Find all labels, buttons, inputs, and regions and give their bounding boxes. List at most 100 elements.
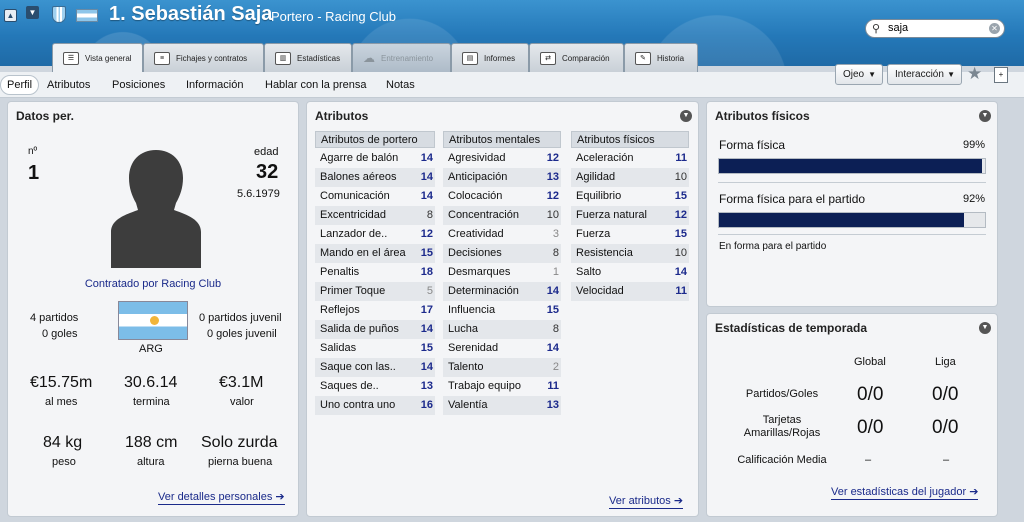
attribute-value: 14 (420, 323, 433, 335)
ojeo-label: Ojeo (843, 69, 865, 80)
attribute-column-header: Atributos de portero (315, 131, 435, 148)
player-silhouette-icon (111, 150, 201, 268)
attribute-row: Equilibrio 15 (571, 187, 689, 206)
clear-search-icon[interactable]: ✕ (989, 23, 1000, 34)
panel-title: Datos per. (16, 109, 75, 123)
wage-label: al mes (45, 396, 78, 408)
chevron-down-icon: ▼ (947, 70, 955, 79)
nav-up-icon[interactable]: ▲ (4, 9, 17, 22)
arrow-right-icon: ➔ (673, 495, 684, 507)
subnav-prensa[interactable]: Hablar con la prensa (265, 79, 367, 91)
link-label: Ver atributos (609, 495, 671, 507)
divider (718, 182, 986, 183)
age-label: edad (254, 146, 279, 158)
attribute-name: Excentricidad (320, 209, 387, 221)
match-fitness-bar-fill (719, 213, 964, 227)
attribute-column-header: Atributos físicos (571, 131, 689, 148)
attribute-name: Lucha (448, 323, 478, 335)
attribute-value: 15 (546, 304, 559, 316)
tab-label: Vista general (85, 54, 132, 63)
number-label: nº (28, 146, 38, 157)
attribute-row: Uno contra uno 16 (315, 396, 435, 415)
attribute-value: 11 (675, 152, 687, 164)
attribute-name: Desmarques (448, 266, 511, 278)
attribute-row: Salida de puños 14 (315, 320, 435, 339)
tab-label: Estadísticas (297, 53, 341, 63)
attribute-name: Agarre de balón (320, 152, 399, 164)
attribute-name: Determinación (448, 285, 519, 297)
season-stats-panel: Estadísticas de temporada ▼ Global Liga … (706, 313, 998, 517)
panel-menu-icon[interactable]: ▼ (680, 110, 692, 122)
cloud-icon: ☁ (363, 51, 375, 65)
fitness-bar-fill (719, 159, 983, 173)
attribute-name: Lanzador de.. (320, 228, 388, 240)
interaccion-dropdown[interactable]: Interacción ▼ (887, 64, 962, 85)
attribute-name: Serenidad (448, 342, 499, 354)
club-badge-icon (52, 6, 66, 23)
attribute-value: 14 (546, 342, 559, 354)
tab-estadisticas[interactable]: ▥ Estadísticas (264, 43, 352, 72)
attribute-row: Velocidad 11 (571, 282, 689, 301)
global-value: 0/0 (857, 384, 884, 405)
attribute-value: 8 (426, 209, 433, 221)
contract-club[interactable]: Contratado por Racing Club (84, 278, 222, 290)
attribute-value: 11 (547, 380, 559, 392)
tab-historia[interactable]: ✎ Historia (624, 43, 698, 72)
attribute-name: Concentración (448, 209, 519, 221)
attribute-value: 15 (674, 190, 687, 202)
physical-panel: Atributos físicos ▼ Forma física 99% For… (706, 101, 998, 307)
match-fitness-bar (718, 212, 986, 228)
search-box[interactable]: ⚲ ✕ (865, 19, 1005, 38)
tab-label: Comparación (562, 53, 610, 63)
attribute-value: 10 (674, 247, 687, 259)
star-icon[interactable]: ★ (967, 64, 983, 83)
attribute-value: 12 (674, 209, 687, 221)
subnav-informacion[interactable]: Información (186, 79, 244, 91)
search-input[interactable] (888, 22, 983, 34)
subnav-notas[interactable]: Notas (386, 79, 415, 91)
tab-informes[interactable]: ▤ Informes (451, 43, 529, 72)
tab-fichajes[interactable]: ≡ Fichajes y contratos (143, 43, 264, 72)
tab-label: Fichajes y contratos (176, 53, 248, 63)
attribute-row: Primer Toque 5 (315, 282, 435, 301)
stats-icon: ▥ (275, 51, 291, 65)
panel-menu-icon[interactable]: ▼ (979, 322, 991, 334)
attribute-name: Trabajo equipo (448, 380, 521, 392)
nav-down-icon[interactable]: ▼ (26, 6, 39, 19)
player-stats-link[interactable]: Ver estadísticas del jugador ➔ (831, 486, 979, 500)
interaccion-label: Interacción (895, 69, 944, 80)
attribute-row: Penaltis 18 (315, 263, 435, 282)
attribute-value: 1 (552, 266, 559, 278)
attribute-row: Lucha 8 (443, 320, 561, 339)
tab-entrenamiento: ☁ Entrenamiento (352, 43, 451, 72)
tab-vista-general[interactable]: ☰ Vista general (52, 43, 143, 73)
attribute-value: 10 (674, 171, 687, 183)
attribute-row: Influencia 15 (443, 301, 561, 320)
panel-menu-icon[interactable]: ▼ (979, 110, 991, 122)
attribute-name: Fuerza (576, 228, 611, 240)
arrow-right-icon: ➔ (969, 486, 979, 498)
history-icon: ✎ (635, 51, 651, 65)
attribute-row: Fuerza natural 12 (571, 206, 689, 225)
attributes-link[interactable]: Ver atributos ➔ (609, 495, 684, 509)
divider (718, 234, 986, 235)
ojeo-dropdown[interactable]: Ojeo ▼ (835, 64, 883, 85)
height-value: 188 cm (125, 434, 178, 451)
weight-value: 84 kg (43, 434, 83, 451)
subnav-atributos[interactable]: Atributos (47, 79, 91, 91)
attribute-value: 14 (420, 190, 433, 202)
subnav-posiciones[interactable]: Posiciones (112, 79, 166, 91)
attribute-name: Creatividad (448, 228, 504, 240)
preferred-foot-label: pierna buena (208, 456, 273, 468)
personal-details-link[interactable]: Ver detalles personales ➔ (158, 491, 285, 505)
attribute-row: Desmarques 1 (443, 263, 561, 282)
add-note-icon[interactable]: + (994, 67, 1008, 83)
attribute-row: Mando en el área 15 (315, 244, 435, 263)
report-icon: ▤ (462, 51, 478, 65)
youth-matches: 0 partidos juvenil (199, 312, 282, 324)
subnav-perfil[interactable]: Perfil (0, 75, 40, 95)
match-fitness-label: Forma física para el partido (719, 192, 866, 206)
attribute-name: Colocación (448, 190, 503, 202)
attribute-value: 12 (546, 190, 559, 202)
tab-comparacion[interactable]: ⇄ Comparación (529, 43, 624, 72)
